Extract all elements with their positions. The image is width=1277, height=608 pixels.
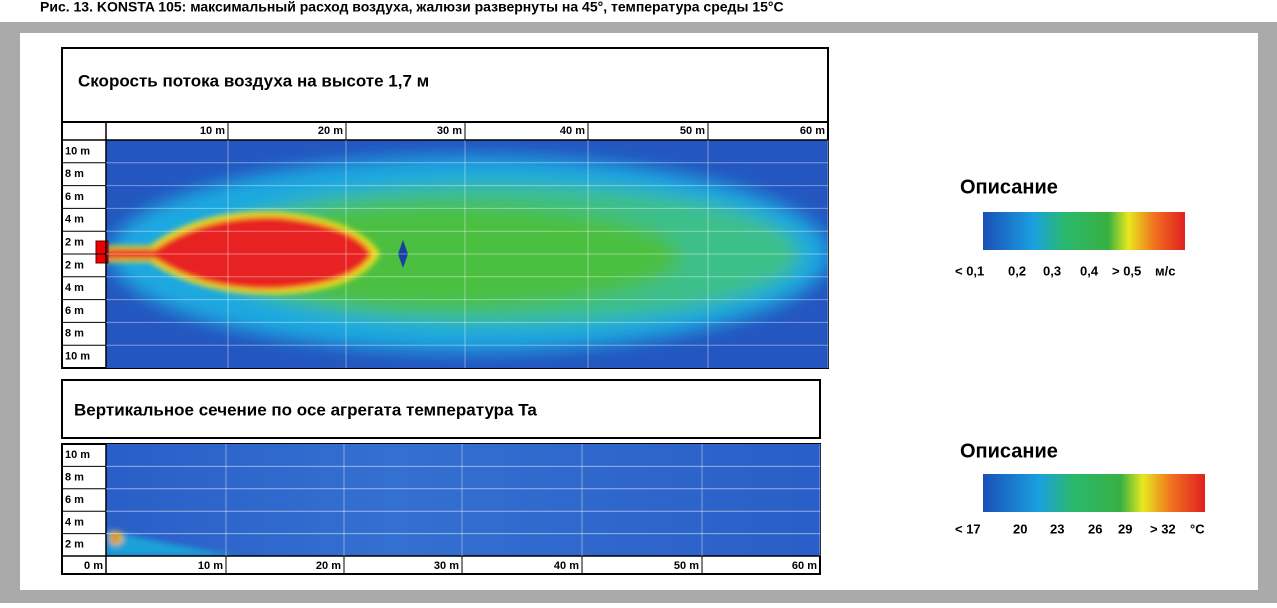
title-box [61,379,821,439]
x-label: 60 m [800,125,825,137]
y-label: 6 m [65,494,84,506]
colorbar [983,212,1185,250]
x-label: 10 m [200,125,225,137]
y-label: 10 m [65,351,90,363]
heatmap [106,444,820,556]
legend-label: 0,3 [1043,263,1061,278]
y-label: 8 m [65,472,84,484]
x-label: 20 m [316,560,341,572]
legend-title: Описание [960,176,1058,198]
legend-label: 0,2 [1008,263,1026,278]
legend-label: м/с [1155,263,1175,278]
legend-label: < 0,1 [955,263,984,278]
panel-title: Скорость потока воздуха на высоте 1,7 м [78,71,429,90]
y-label: 8 m [65,168,84,180]
x-label: 40 m [560,125,585,137]
y-label: 6 m [65,305,84,317]
legend-label: > 32 [1150,521,1176,536]
y-label: 2 m [65,539,84,551]
legend-label: 0,4 [1080,263,1099,278]
x-label: 60 m [792,560,817,572]
legend-label: °C [1190,521,1205,536]
y-label: 4 m [65,282,84,294]
y-label: 10 m [65,145,90,157]
x-label: 30 m [434,560,459,572]
legend-label: 23 [1050,521,1064,536]
legend-label: 26 [1088,521,1102,536]
colorbar [983,474,1205,512]
y-label: 4 m [65,214,84,226]
caption: Рис. 13. KONSTA 105: максимальный расход… [40,0,784,15]
x-label: 40 m [554,560,579,572]
legend-title: Описание [960,440,1058,462]
panel-title: Вертикальное сечение по осе агрегата тем… [74,400,537,419]
legend-label: 29 [1118,521,1132,536]
x-label: 0 m [84,560,103,572]
legend-label: > 0,5 [1112,263,1141,278]
x-label: 10 m [198,560,223,572]
y-label: 10 m [65,449,90,461]
y-label: 4 m [65,516,84,528]
x-label: 50 m [674,560,699,572]
heatmap [106,140,828,368]
y-label: 2 m [65,259,84,271]
legend-label: 20 [1013,521,1027,536]
x-label: 50 m [680,125,705,137]
x-label: 20 m [318,125,343,137]
y-label: 2 m [65,237,84,249]
x-label: 30 m [437,125,462,137]
y-label: 6 m [65,191,84,203]
y-label: 8 m [65,328,84,340]
unit [95,240,109,264]
legend-label: < 17 [955,521,981,536]
